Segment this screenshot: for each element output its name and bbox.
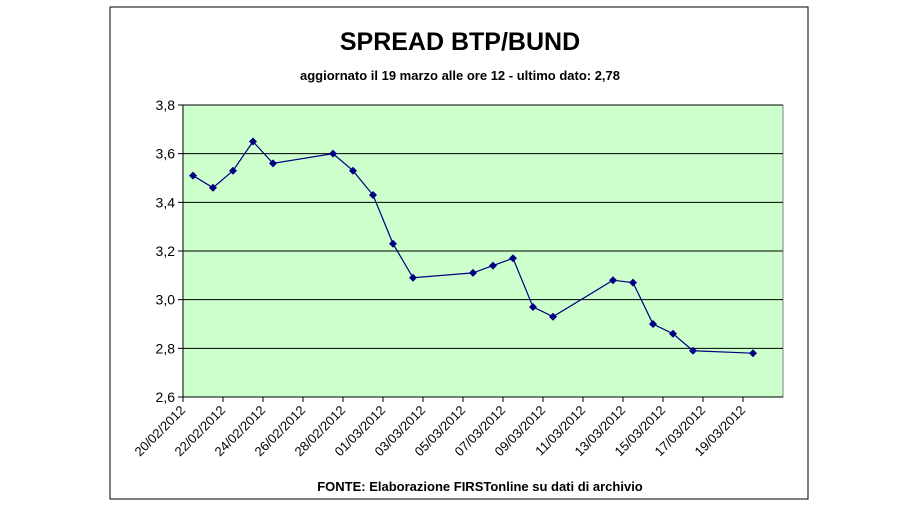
- data-point: [669, 329, 677, 338]
- y-tick-label: 2,6: [156, 389, 176, 405]
- data-point: [249, 137, 257, 146]
- data-point: [609, 276, 617, 285]
- data-point: [509, 254, 517, 263]
- data-point: [369, 191, 377, 200]
- y-tick-label: 3,0: [156, 292, 176, 308]
- data-point: [469, 268, 477, 277]
- data-point: [189, 171, 197, 180]
- chart-title: SPREAD BTP/BUND: [340, 28, 580, 56]
- chart-subtitle: aggiornato il 19 marzo alle ore 12 - ult…: [300, 68, 620, 83]
- data-point: [269, 159, 277, 168]
- data-point: [549, 312, 557, 321]
- y-tick-label: 3,2: [156, 243, 176, 259]
- data-point: [629, 278, 637, 287]
- y-tick-label: 2,8: [156, 340, 176, 356]
- data-point: [209, 183, 217, 192]
- data-point: [529, 302, 537, 311]
- y-tick-label: 3,8: [156, 97, 176, 113]
- data-point: [409, 273, 417, 282]
- data-point: [389, 239, 397, 248]
- data-point: [349, 166, 357, 175]
- y-tick-label: 3,6: [156, 146, 176, 162]
- source-note: FONTE: Elaborazione FIRSTonline su dati …: [317, 479, 643, 494]
- data-point: [749, 349, 757, 358]
- data-point: [649, 320, 657, 328]
- y-tick-label: 3,4: [156, 194, 176, 210]
- data-point: [329, 149, 337, 158]
- data-point: [229, 166, 237, 175]
- data-point: [489, 261, 497, 270]
- data-point: [689, 346, 697, 355]
